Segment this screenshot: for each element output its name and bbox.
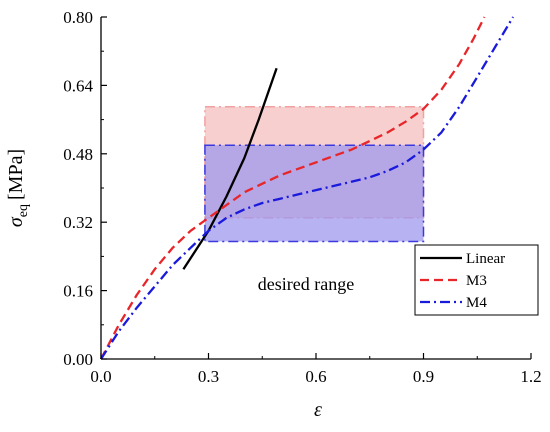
y-tick-label-2: 0.32: [63, 213, 93, 232]
series-line-linear: [182, 67, 278, 270]
x-tick-label-3: 0.9: [413, 367, 434, 386]
y-tick-label-4: 0.64: [63, 76, 93, 95]
y-tick-label-1: 0.16: [63, 282, 93, 301]
legend-label-m4: M4: [466, 295, 487, 311]
legend-label-linear: Linear: [466, 251, 505, 267]
x-tick-label-1: 0.3: [198, 367, 219, 386]
y-tick-label-3: 0.48: [63, 145, 93, 164]
y-axis-symbol: σ: [5, 216, 27, 227]
annotation-desired-range: desired range: [258, 274, 354, 294]
svg-text:σeq[MPa]: σeq [MPa]: [5, 149, 31, 227]
ticks: 0.0 0.3 0.6 0.9 1.2 0.00 0.16 0.32 0.48 0.64 0.80: [63, 8, 541, 386]
region-1: [204, 144, 425, 243]
x-tick-label-0: 0.0: [90, 367, 111, 386]
y-tick-label-0: 0.00: [63, 350, 93, 369]
series-line-m3: [99, 16, 486, 360]
x-tick-label-4: 1.2: [520, 367, 541, 386]
series-lines: [99, 16, 515, 360]
x-tick-label-2: 0.6: [305, 367, 326, 386]
legend-label-m3: M3: [466, 273, 487, 289]
series-line-m4: [100, 16, 515, 360]
y-axis-subscript: eq: [16, 204, 31, 217]
x-axis-title: ε: [314, 399, 322, 421]
y-axis-title: σeq [MPa]: [5, 149, 31, 227]
y-tick-label-5: 0.80: [63, 8, 93, 27]
legend: Linear M3 M4: [414, 244, 539, 316]
y-axis-unit: [MPa]: [5, 149, 27, 200]
desired-range-regions: [204, 106, 425, 243]
